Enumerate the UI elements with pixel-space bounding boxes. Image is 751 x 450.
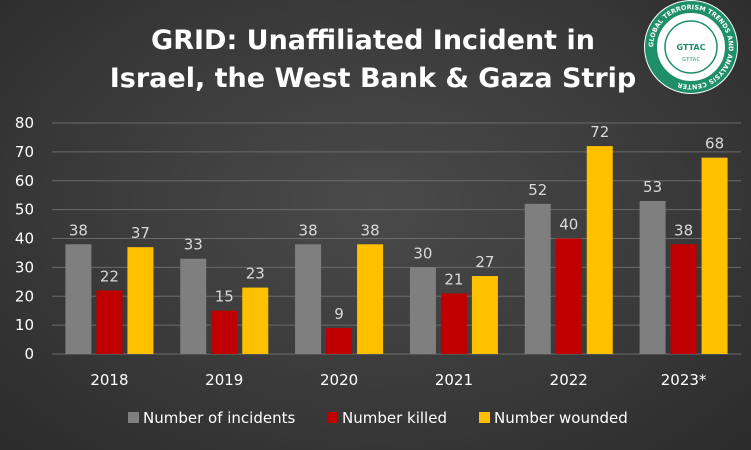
data-label: 72 (590, 123, 609, 141)
legend-label: Number killed (342, 409, 447, 427)
data-label: 52 (528, 181, 547, 199)
x-category-label: 2021 (435, 371, 473, 389)
data-label: 38 (299, 221, 318, 239)
x-category-label: 2019 (205, 371, 243, 389)
bar (586, 146, 613, 354)
x-category-label: 2022 (550, 371, 588, 389)
data-label: 38 (361, 221, 380, 239)
legend-swatch (327, 412, 338, 423)
bar (701, 157, 728, 354)
bar (639, 200, 666, 354)
legend-swatch (479, 412, 490, 423)
y-tick-label: 10 (15, 316, 34, 334)
logo-inner-text: GTTAC (682, 57, 700, 63)
data-label: 22 (100, 267, 119, 285)
legend-label: Number of incidents (143, 409, 295, 427)
bar (242, 287, 269, 354)
data-label: 37 (131, 224, 150, 242)
logo-inner-circle (664, 20, 718, 74)
data-label: 40 (559, 216, 578, 234)
bars (65, 146, 728, 354)
y-tick-label: 30 (15, 258, 34, 276)
data-label: 33 (184, 236, 203, 254)
legend: Number of incidents Number killed Number w… (128, 409, 628, 427)
bar (357, 244, 384, 354)
logo-center-text: GTTAC (677, 43, 706, 52)
y-tick-label: 0 (24, 345, 34, 363)
y-tick-label: 50 (15, 201, 34, 219)
bar (65, 244, 92, 354)
legend-swatch (128, 412, 139, 423)
x-axis-categories: 2018 2019 2020 2021 2022 2023* (90, 371, 707, 389)
bar (295, 244, 322, 354)
x-category-label: 2020 (320, 371, 358, 389)
data-label: 53 (643, 178, 662, 196)
bar (326, 328, 353, 354)
bar (211, 310, 238, 354)
y-tick-label: 40 (15, 230, 34, 248)
bar (555, 238, 582, 354)
chart-title-line-1: GRID: Unaffiliated Incident in (151, 25, 595, 56)
legend-label: Number wounded (494, 409, 628, 427)
data-labels: 38 22 37 33 15 23 38 9 38 30 21 27 52 40 72 53 38 68 (69, 123, 724, 323)
bar (409, 267, 436, 354)
data-label: 21 (444, 270, 463, 288)
bar (670, 244, 697, 354)
data-label: 23 (246, 265, 265, 283)
y-tick-label: 20 (15, 287, 34, 305)
data-label: 30 (413, 244, 432, 262)
chart-title-line-2: Israel, the West Bank & Gaza Strip (110, 63, 637, 94)
data-label: 27 (475, 253, 494, 271)
data-label: 38 (674, 221, 693, 239)
bar (440, 293, 467, 354)
y-tick-label: 70 (15, 143, 34, 161)
data-label: 9 (334, 305, 344, 323)
bar (180, 258, 207, 354)
y-tick-label: 60 (15, 172, 34, 190)
y-tick-label: 80 (15, 114, 34, 132)
bar (127, 247, 154, 354)
data-label: 38 (69, 221, 88, 239)
y-axis-ticks: 0 10 20 30 40 50 60 70 80 (15, 114, 34, 363)
x-category-label: 2023* (661, 371, 707, 389)
bar (524, 203, 551, 354)
x-category-label: 2018 (90, 371, 128, 389)
bar (96, 290, 123, 354)
data-label: 68 (705, 135, 724, 153)
gridlines (52, 122, 741, 355)
bar (471, 276, 498, 354)
logo-ring (645, 1, 737, 93)
gttac-logo: GLOBAL TERRORISM TRENDS AND ANALYSIS CEN… (644, 0, 738, 94)
data-label: 15 (215, 288, 234, 306)
